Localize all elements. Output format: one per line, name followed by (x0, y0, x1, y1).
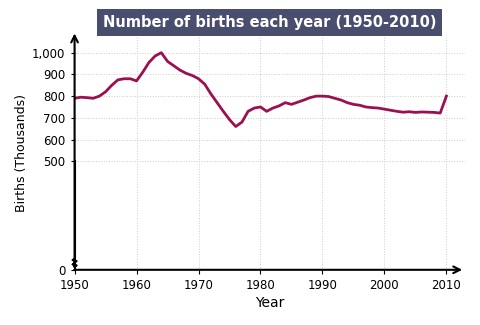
Bar (70, 257, 77, 270)
X-axis label: Year: Year (255, 296, 285, 310)
Y-axis label: Births (Thousands): Births (Thousands) (15, 94, 28, 212)
Title: Number of births each year (1950-2010): Number of births each year (1950-2010) (103, 15, 436, 30)
